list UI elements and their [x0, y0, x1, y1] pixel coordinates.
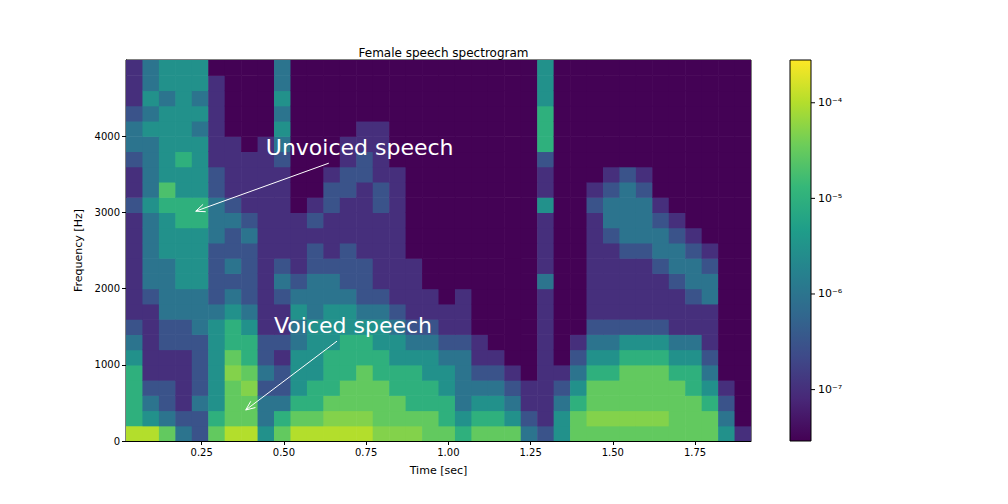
svg-text:10⁻⁴: 10⁻⁴	[818, 96, 843, 109]
svg-text:2000: 2000	[95, 283, 120, 294]
svg-text:0.50: 0.50	[273, 447, 295, 458]
svg-text:0.75: 0.75	[355, 447, 377, 458]
svg-text:Unvoiced speech: Unvoiced speech	[266, 135, 454, 160]
svg-text:10⁻⁵: 10⁻⁵	[818, 192, 842, 205]
svg-text:0: 0	[114, 436, 120, 447]
svg-text:10⁻⁷: 10⁻⁷	[818, 383, 842, 396]
svg-text:1000: 1000	[95, 359, 120, 370]
svg-text:1.25: 1.25	[519, 447, 541, 458]
svg-text:1.75: 1.75	[684, 447, 706, 458]
svg-text:3000: 3000	[95, 207, 120, 218]
svg-text:0.25: 0.25	[191, 447, 213, 458]
svg-text:Time [sec]: Time [sec]	[409, 464, 468, 477]
svg-text:Female speech spectrogram: Female speech spectrogram	[358, 46, 528, 60]
svg-text:1.00: 1.00	[437, 447, 459, 458]
svg-text:10⁻⁶: 10⁻⁶	[818, 287, 843, 300]
svg-text:Frequency [Hz]: Frequency [Hz]	[72, 209, 85, 292]
svg-text:Voiced speech: Voiced speech	[274, 313, 432, 338]
svg-text:1.50: 1.50	[602, 447, 624, 458]
svg-text:4000: 4000	[95, 131, 120, 142]
